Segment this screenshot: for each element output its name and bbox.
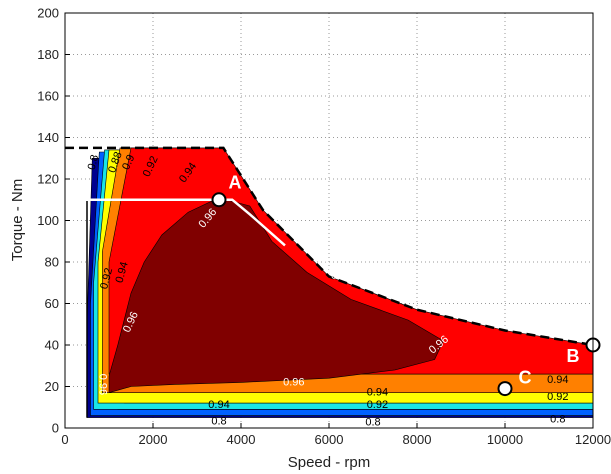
- contour-label: 0.94: [114, 260, 131, 284]
- contour-label: 0.8: [365, 417, 380, 429]
- efficiency-regions: [86, 147, 594, 418]
- y-tick-label: 80: [45, 255, 59, 270]
- contour-label: 0.92: [547, 391, 568, 403]
- y-tick-label: 200: [37, 6, 59, 21]
- y-tick-label: 160: [37, 89, 59, 104]
- y-tick-label: 120: [37, 172, 59, 187]
- y-axis-label: Torque - Nm: [9, 179, 26, 262]
- y-tick-label: 40: [45, 338, 59, 353]
- contour-label: 0.8: [211, 416, 226, 428]
- contour-label: 0.96: [283, 376, 304, 388]
- operating-points: A B C: [211, 173, 601, 397]
- x-tick-label: 0: [61, 432, 68, 447]
- y-tick-label: 0: [52, 421, 59, 436]
- x-tick-label: 8000: [403, 432, 432, 447]
- x-axis-label: Speed - rpm: [288, 454, 371, 471]
- contour-label: 0.8: [550, 414, 565, 426]
- operating-point-a: [211, 192, 227, 208]
- x-tick-label: 6000: [315, 432, 344, 447]
- point-label: A: [229, 173, 242, 193]
- contour-label: 0.94: [547, 374, 568, 386]
- point-label: B: [567, 346, 580, 366]
- x-tick-label: 10000: [487, 432, 523, 447]
- y-axis-ticks: 0 20 40 60 80 100 120 140 160 180 200: [37, 6, 70, 436]
- contour-label: 0.92: [98, 267, 115, 291]
- contour-label: 0.94: [208, 399, 229, 411]
- y-tick-label: 180: [37, 47, 59, 62]
- contour-label: 0.92: [367, 399, 388, 411]
- x-tick-label: 2000: [139, 432, 168, 447]
- torque-envelope-line: [65, 146, 594, 347]
- x-tick-label: 12000: [575, 432, 611, 447]
- point-label: C: [519, 367, 532, 387]
- x-tick-label: 4000: [227, 432, 256, 447]
- contour-label: 0.94: [367, 387, 388, 399]
- y-tick-label: 20: [45, 379, 59, 394]
- y-tick-label: 60: [45, 296, 59, 311]
- operating-point-c: [497, 381, 513, 397]
- contour-label: 0.96: [96, 374, 108, 395]
- contour-label: 0.9: [120, 153, 137, 172]
- y-tick-label: 140: [37, 130, 59, 145]
- operating-line: [65, 198, 286, 247]
- y-tick-label: 100: [37, 213, 59, 228]
- contour-label: 0.8: [86, 153, 102, 171]
- efficiency-region: [108, 197, 444, 394]
- x-axis-ticks: 0 2000 4000 6000 8000 10000 12000: [61, 423, 611, 447]
